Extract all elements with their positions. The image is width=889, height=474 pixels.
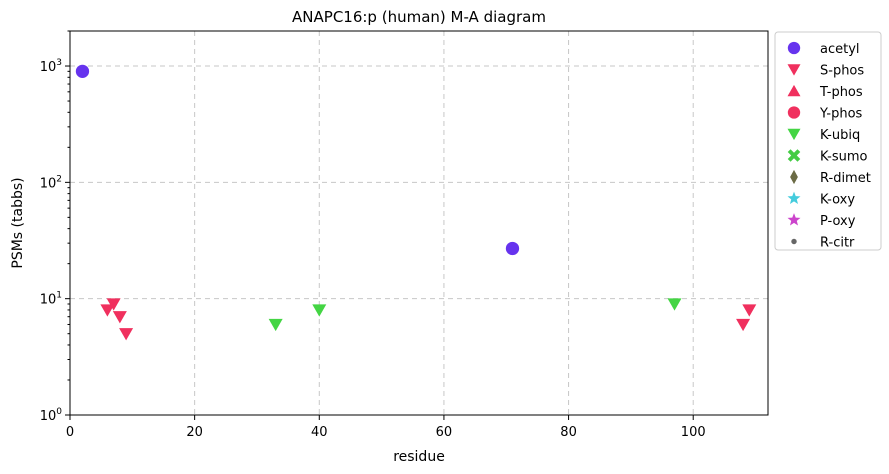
legend-label-t-phos: T-phos bbox=[819, 85, 863, 100]
legend-label-k-oxy: K-oxy bbox=[820, 193, 855, 208]
legend-marker-k-oxy bbox=[787, 191, 801, 205]
legend-marker-acetyl bbox=[787, 41, 801, 55]
legend: acetyl S-phos T-phos Y-phos K-ubiq K-sumo R-di… bbox=[774, 31, 882, 251]
data-point-s-phos bbox=[742, 304, 757, 317]
legend-label-k-sumo: K-sumo bbox=[820, 150, 868, 165]
legend-label-k-ubiq: K-ubiq bbox=[820, 128, 860, 143]
x-tick-label: 60 bbox=[436, 425, 453, 440]
legend-marker-s-phos bbox=[787, 64, 801, 76]
data-points bbox=[75, 64, 757, 341]
y-tick-label: 101 bbox=[40, 291, 62, 308]
y-axis-label: PSMs (tabbs) bbox=[10, 177, 26, 268]
legend-marker-r-dimet bbox=[790, 169, 798, 185]
x-tick-label: 80 bbox=[560, 425, 577, 440]
x-tick-label: 100 bbox=[681, 425, 706, 440]
legend-marker-p-oxy bbox=[787, 213, 801, 226]
data-point-acetyl bbox=[505, 241, 520, 256]
data-point-s-phos bbox=[119, 328, 134, 341]
data-point-k-ubiq bbox=[667, 298, 682, 311]
x-axis-ticks: 0 20 40 60 80 100 bbox=[66, 415, 706, 440]
plot-area-frame bbox=[69, 30, 769, 416]
legend-label-s-phos: S-phos bbox=[820, 64, 864, 79]
legend-label-p-oxy: P-oxy bbox=[820, 214, 856, 229]
y-tick-label: 102 bbox=[40, 174, 62, 191]
legend-label-r-citr: R-citr bbox=[820, 236, 855, 251]
grid-lines bbox=[70, 31, 768, 415]
data-point-s-phos bbox=[736, 318, 751, 332]
legend-marker-t-phos bbox=[787, 84, 801, 97]
chart-title: ANAPC16:p (human) M-A diagram bbox=[292, 8, 546, 26]
y-tick-label: 103 bbox=[40, 58, 62, 75]
data-point-k-ubiq bbox=[268, 318, 283, 332]
legend-label-y-phos: Y-phos bbox=[819, 107, 863, 122]
x-tick-label: 20 bbox=[186, 425, 203, 440]
data-point-s-phos bbox=[100, 304, 115, 317]
x-tick-label: 40 bbox=[311, 425, 328, 440]
legend-marker-k-sumo bbox=[787, 149, 801, 162]
legend-marker-r-citr bbox=[791, 238, 797, 245]
y-tick-label: 100 bbox=[40, 407, 63, 424]
x-tick-label: 0 bbox=[66, 425, 74, 440]
legend-label-acetyl: acetyl bbox=[820, 42, 860, 57]
data-point-s-phos bbox=[112, 311, 127, 324]
legend-label-r-dimet: R-dimet bbox=[820, 171, 871, 186]
y-axis-ticks: 100 101 102 103 bbox=[40, 30, 70, 424]
legend-frame bbox=[774, 31, 882, 251]
data-point-acetyl bbox=[75, 64, 90, 78]
data-point-k-ubiq bbox=[312, 304, 327, 317]
x-axis-label: residue bbox=[393, 449, 445, 465]
legend-marker-k-ubiq bbox=[787, 128, 801, 141]
data-point-s-phos bbox=[106, 298, 121, 311]
legend-marker-y-phos bbox=[787, 106, 801, 119]
